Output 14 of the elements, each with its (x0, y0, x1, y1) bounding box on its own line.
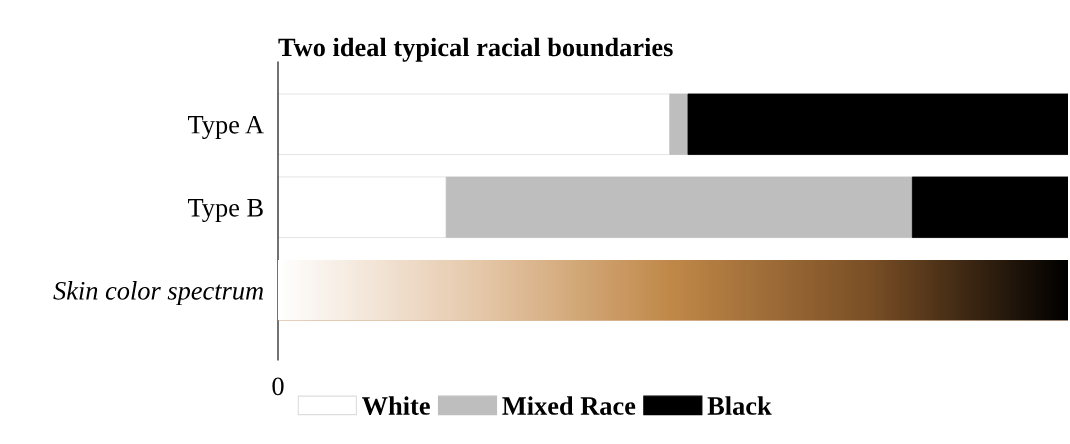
legend-label: Black (707, 396, 772, 415)
bar (445, 176, 913, 238)
y-tick-label: Type B (188, 199, 263, 223)
chart-title: Two ideal typical racial boundaries (278, 37, 673, 62)
legend-label: Mixed Race (502, 396, 636, 415)
text: 0 (272, 377, 284, 396)
y-tick-label: Skin color spectrum (53, 281, 263, 306)
bar (911, 176, 1068, 238)
legend-label: White (362, 396, 430, 416)
bar (278, 176, 447, 238)
bar (278, 93, 671, 155)
y-tick-label: Type A (188, 115, 264, 140)
bar (669, 93, 689, 155)
bar (687, 93, 1068, 155)
